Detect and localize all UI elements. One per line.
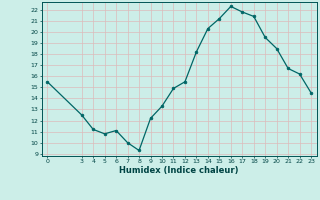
X-axis label: Humidex (Indice chaleur): Humidex (Indice chaleur) [119,166,239,175]
